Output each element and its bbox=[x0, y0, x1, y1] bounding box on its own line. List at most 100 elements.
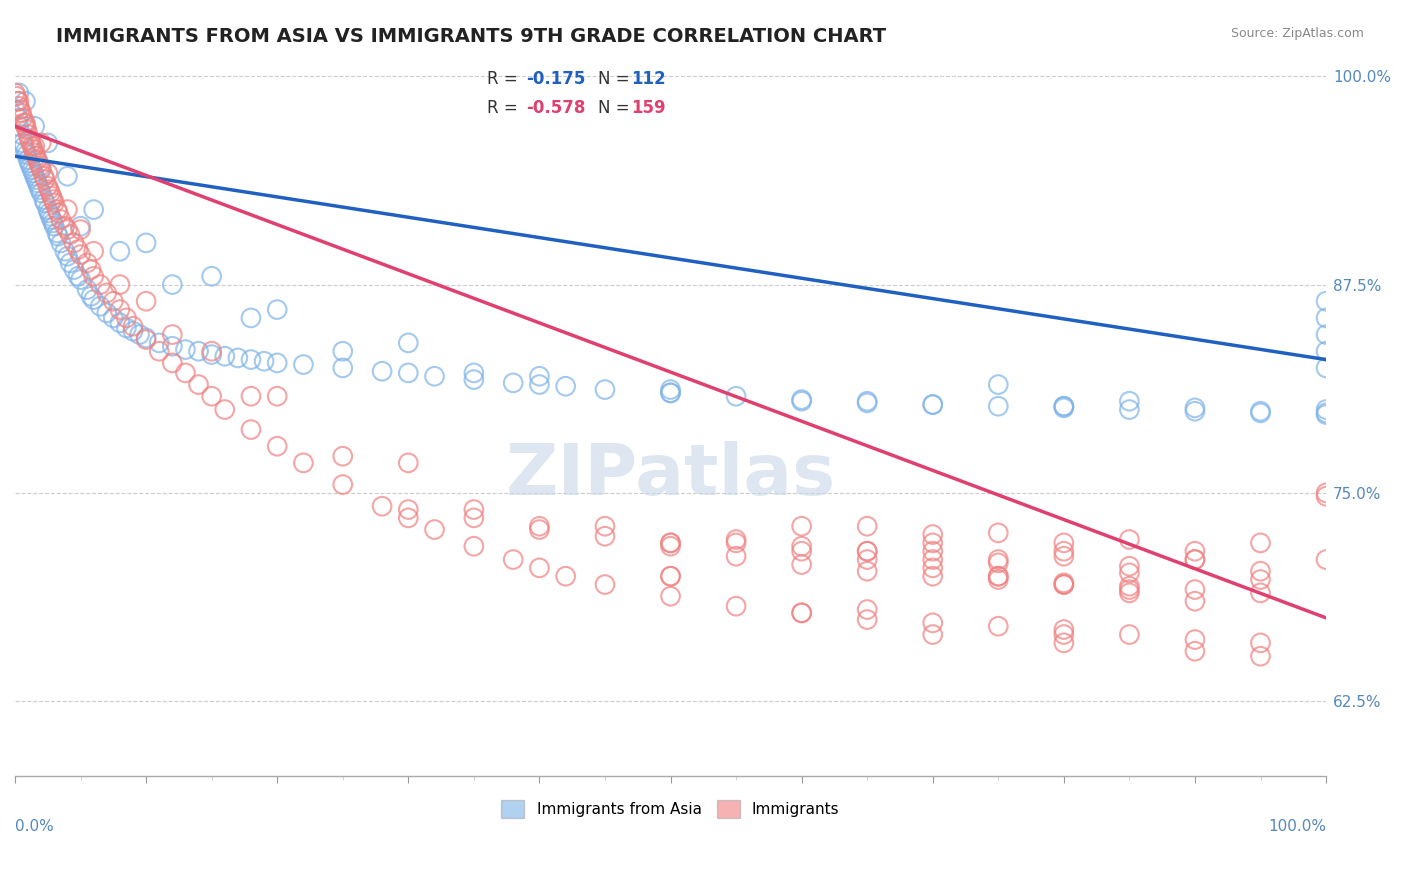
Point bbox=[4, 86, 27, 100]
Point bbox=[502, 552, 524, 566]
Point bbox=[659, 536, 682, 550]
Point bbox=[7, 86, 30, 100]
Point bbox=[987, 573, 1010, 587]
Point bbox=[76, 283, 98, 297]
Text: 112: 112 bbox=[631, 70, 666, 88]
Point bbox=[22, 166, 45, 180]
Point bbox=[1118, 559, 1140, 574]
Text: ZIPatlas: ZIPatlas bbox=[506, 441, 835, 509]
Point bbox=[7, 120, 30, 134]
Point bbox=[37, 166, 59, 180]
Point bbox=[1053, 623, 1076, 637]
Point bbox=[1184, 552, 1206, 566]
Point bbox=[790, 394, 813, 409]
Point bbox=[41, 212, 63, 227]
Point bbox=[115, 321, 138, 335]
Point bbox=[44, 219, 66, 234]
Point bbox=[987, 556, 1010, 570]
Point bbox=[7, 99, 30, 113]
Point bbox=[83, 202, 105, 217]
Point bbox=[554, 379, 576, 393]
Point bbox=[1184, 544, 1206, 558]
Point bbox=[69, 219, 91, 234]
Point bbox=[1250, 536, 1272, 550]
Text: N =: N = bbox=[599, 70, 636, 88]
Point bbox=[1250, 649, 1272, 664]
Point bbox=[790, 392, 813, 407]
Point bbox=[292, 456, 315, 470]
Point bbox=[1315, 406, 1337, 420]
Point bbox=[1053, 577, 1076, 591]
Point bbox=[148, 335, 170, 350]
Point bbox=[122, 324, 145, 338]
Point bbox=[396, 335, 419, 350]
Text: -0.175: -0.175 bbox=[526, 70, 586, 88]
Point bbox=[11, 111, 34, 125]
Point bbox=[10, 128, 32, 142]
Point bbox=[1053, 636, 1076, 650]
Point bbox=[11, 136, 34, 150]
Point bbox=[1184, 644, 1206, 658]
Point bbox=[240, 423, 263, 437]
Point bbox=[921, 552, 943, 566]
Point bbox=[725, 533, 748, 547]
Point bbox=[56, 249, 79, 263]
Point bbox=[162, 339, 184, 353]
Point bbox=[1315, 402, 1337, 417]
Point bbox=[56, 222, 79, 236]
Point bbox=[108, 302, 131, 317]
Point bbox=[371, 364, 394, 378]
Point bbox=[1315, 489, 1337, 503]
Point bbox=[41, 189, 63, 203]
Point bbox=[226, 351, 249, 365]
Point bbox=[240, 389, 263, 403]
Point bbox=[1315, 327, 1337, 342]
Point bbox=[856, 602, 879, 616]
Point bbox=[27, 176, 49, 190]
Point bbox=[187, 377, 209, 392]
Point bbox=[856, 394, 879, 409]
Point bbox=[659, 569, 682, 583]
Point bbox=[921, 627, 943, 641]
Point bbox=[1315, 552, 1337, 566]
Point bbox=[37, 136, 59, 150]
Point bbox=[1250, 573, 1272, 587]
Point bbox=[1053, 627, 1076, 641]
Point bbox=[921, 398, 943, 412]
Point bbox=[38, 206, 60, 220]
Point bbox=[24, 169, 46, 184]
Point bbox=[108, 277, 131, 292]
Point bbox=[1184, 582, 1206, 597]
Point bbox=[27, 179, 49, 194]
Point bbox=[46, 206, 69, 220]
Text: N =: N = bbox=[599, 99, 636, 117]
Point bbox=[7, 111, 30, 125]
Point bbox=[396, 502, 419, 516]
Point bbox=[83, 269, 105, 284]
Point bbox=[1118, 582, 1140, 597]
Point bbox=[790, 539, 813, 553]
Point bbox=[921, 615, 943, 630]
Point bbox=[39, 186, 62, 200]
Point bbox=[593, 383, 616, 397]
Point bbox=[15, 147, 38, 161]
Point bbox=[39, 209, 62, 223]
Point bbox=[1053, 401, 1076, 415]
Point bbox=[44, 195, 66, 210]
Point bbox=[593, 519, 616, 533]
Point bbox=[987, 377, 1010, 392]
Point bbox=[856, 552, 879, 566]
Point bbox=[987, 525, 1010, 540]
Point bbox=[659, 385, 682, 400]
Point bbox=[37, 202, 59, 217]
Point bbox=[659, 385, 682, 400]
Point bbox=[725, 549, 748, 564]
Point bbox=[162, 277, 184, 292]
Point bbox=[53, 244, 76, 259]
Point bbox=[30, 186, 52, 200]
Point bbox=[7, 95, 30, 109]
Point bbox=[201, 344, 224, 359]
Point bbox=[187, 344, 209, 359]
Point bbox=[28, 159, 51, 173]
Point bbox=[856, 519, 879, 533]
